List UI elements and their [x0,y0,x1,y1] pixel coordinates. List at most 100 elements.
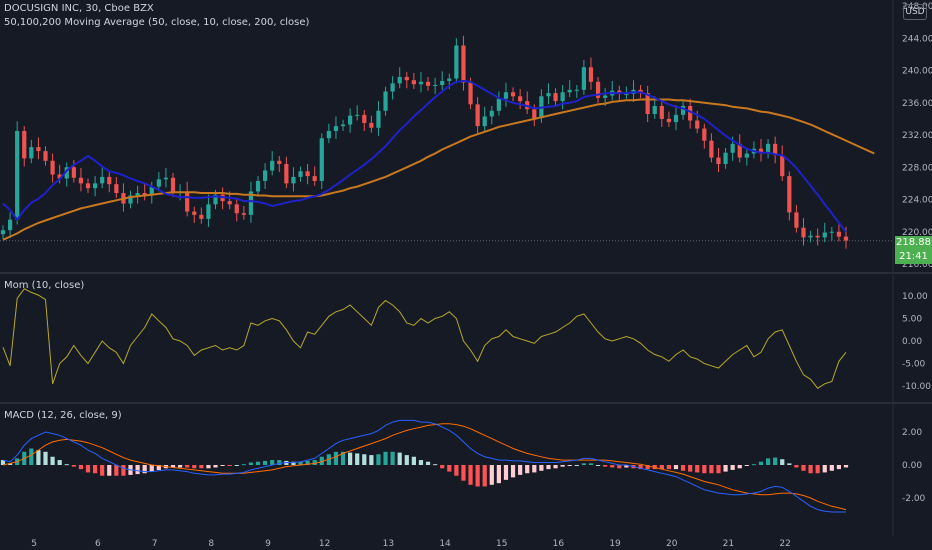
macd-histogram-bar [85,465,91,473]
candle-body [355,114,360,116]
macd-histogram-bar [688,465,693,472]
macd-histogram-bar [468,465,473,485]
macd-histogram-bar [666,465,672,470]
macd-histogram-bar [121,465,126,476]
candle-body [64,167,69,179]
macd-histogram-bar [709,465,714,474]
macd-histogram-bar [447,465,452,472]
candle-body [263,170,268,181]
currency-button[interactable]: USD [903,4,927,20]
macd-histogram-bar [170,465,176,468]
macd-histogram-bar [794,465,799,468]
candle-body [787,176,792,213]
macd-histogram-bar [92,465,98,474]
macd-histogram-bar [489,465,494,485]
candle-body [546,93,551,97]
momentum-legend: Mom (10, close) [4,280,85,291]
date-tick-label: 6 [95,539,101,549]
macd-histogram-bar [638,465,643,470]
candle-body [199,214,204,219]
macd-histogram-bar [787,463,792,465]
price-tick-label: 220.00 [902,228,932,238]
macd-histogram-bar [510,465,516,478]
macd-histogram-bar [758,461,764,465]
candle-body [510,92,516,97]
macd-histogram-bar [206,465,211,469]
candle-body [340,124,346,127]
candle-body [57,174,62,179]
macd-histogram-bar [532,465,537,473]
countdown-tag: 21:41 [895,250,932,264]
candle-body [829,231,834,233]
macd-histogram-bar [525,465,530,474]
date-tick-label: 21 [723,539,734,549]
candle-body [553,93,558,102]
candle-body [248,191,254,215]
macd-histogram-bar [553,465,558,469]
candle-body [92,183,98,189]
macd-histogram-bar [680,465,686,471]
macd-histogram-bar [142,465,147,474]
candle-body [496,98,501,111]
price-tick-label: 232.00 [902,131,932,141]
candle-body [100,176,105,184]
candle-body [71,167,76,178]
candle-body [15,130,20,220]
candle-body [581,67,586,90]
macd-histogram-bar [50,456,55,465]
macd-histogram-bar [765,458,771,465]
candle-body [624,93,629,95]
macd-histogram-bar [227,465,232,466]
candle-body [595,81,601,98]
macd-histogram-bar [404,455,409,465]
date-tick-label: 8 [208,539,214,549]
macd-histogram-bar [135,465,140,475]
date-tick-label: 14 [439,539,451,549]
macd-histogram-bar [418,460,424,465]
candle-body [291,176,296,184]
macd-histogram-bar [270,460,275,465]
candle-body [503,92,509,99]
macd-histogram-bar [362,454,367,465]
macd-histogram-bar [482,465,487,487]
candle-body [29,147,34,159]
macd-histogram-bar [7,463,13,465]
candle-body [234,204,239,214]
macd-histogram-bar [603,465,608,467]
candle-body [475,104,480,127]
price-tick-label: 240.00 [902,67,932,77]
candle-body [702,128,707,141]
macd-histogram-bar [567,465,572,466]
momentum-tick-label: 5.00 [902,315,922,325]
macd-histogram-bar [376,454,381,465]
macd-histogram-bar [397,452,402,465]
candle-body [185,191,190,212]
price-tick-label: 236.00 [902,99,932,109]
macd-histogram-bar [185,465,190,468]
candle-body [50,160,55,175]
candle-body [135,193,140,196]
ma-legend: 50,100,200 Moving Average (50, close, 10… [4,17,310,28]
macd-histogram-bar [836,465,842,470]
candle-body [213,194,218,205]
price-tick-label: 248.00 [902,2,932,12]
macd-tick-label: -2.00 [902,494,926,504]
macd-signal-line [2,423,847,511]
macd-histogram-bar [518,465,523,475]
macd-histogram-bar [390,451,395,465]
macd-histogram-bar [305,460,310,465]
candle-body [765,143,771,154]
momentum-tick-label: -5.00 [902,360,926,370]
candle-body [447,78,452,81]
date-tick-label: 5 [31,539,37,549]
macd-histogram-bar [574,465,579,466]
macd-histogram-bar [560,465,565,467]
candle-body [333,126,339,131]
macd-tick-label: 2.00 [902,428,922,438]
macd-histogram-bar [695,465,700,473]
date-tick-label: 12 [319,539,330,549]
candle-body [603,95,608,98]
macd-histogram-bar [333,451,339,465]
macd-histogram-bar [581,463,586,465]
